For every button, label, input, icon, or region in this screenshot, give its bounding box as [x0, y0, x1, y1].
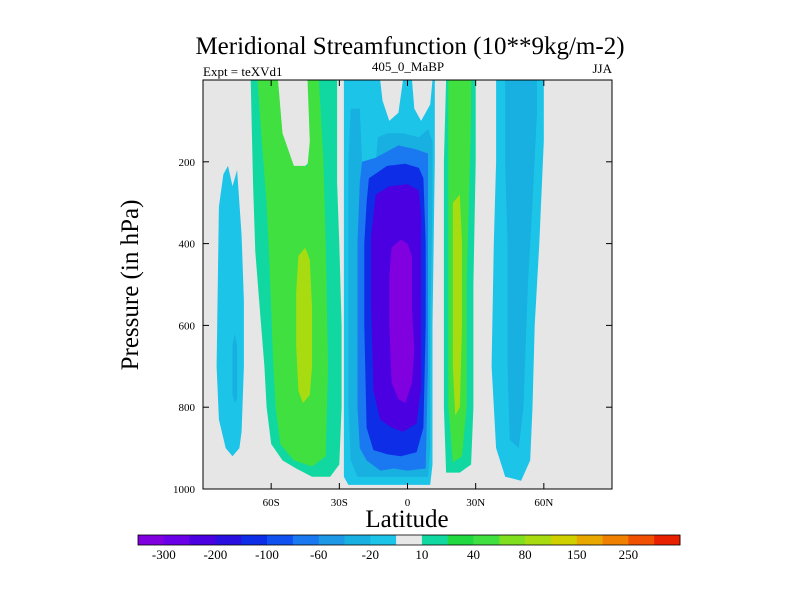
colorbar-label: 80	[519, 547, 532, 562]
period-label: 405_0_MaBP	[372, 59, 444, 74]
colorbar-frame	[137, 534, 681, 546]
colorbar-swatch	[447, 535, 474, 545]
colorbar-swatch	[189, 535, 216, 545]
cell-ferrel-south-core	[296, 247, 313, 404]
colorbar-swatch	[628, 535, 655, 545]
x-tick-label: 60S	[263, 497, 280, 509]
y-axis-label: Pressure (in hPa)	[117, 200, 144, 371]
colorbar-label: -300	[152, 547, 176, 562]
expt-label: Expt = teXVd1	[203, 64, 283, 79]
colorbar-swatch	[138, 535, 165, 545]
chart-title: Meridional Streamfunction (10**9kg/m-2)	[195, 33, 624, 60]
x-tick-label: 30S	[331, 497, 348, 509]
colorbar-label: 250	[619, 547, 639, 562]
x-tick-label: 30N	[466, 497, 485, 509]
y-tick-label: 800	[179, 402, 196, 414]
colorbar-swatch	[525, 535, 552, 545]
y-axis: 200 400 600 800 1000	[173, 157, 612, 496]
colorbar-swatch	[473, 535, 500, 545]
colorbar-swatch	[370, 535, 397, 545]
x-tick-label: 0	[405, 497, 411, 509]
colorbar-swatch	[421, 535, 449, 545]
cell-south-polar-outer	[216, 165, 244, 457]
colorbar-label: 40	[467, 547, 480, 562]
colorbar-swatch	[267, 535, 294, 545]
x-axis-label: Latitude	[365, 506, 448, 533]
y-tick-label: 200	[179, 157, 196, 169]
season-label: JJA	[592, 61, 612, 76]
colorbar-swatch	[550, 535, 578, 545]
y-tick-label: 1000	[173, 484, 196, 496]
colorbar-swatch	[396, 535, 423, 545]
colorbar: -300 -200 -100 -60 -20 10 40 80 150 250	[137, 534, 681, 562]
y-tick-label: 400	[179, 239, 196, 251]
colorbar-swatch	[654, 535, 681, 545]
colorbar-swatch	[215, 535, 242, 545]
y-tick-label: 600	[179, 320, 196, 332]
cell-hadley-winter-core	[389, 239, 415, 404]
colorbar-swatch	[499, 535, 526, 545]
x-axis: 60S 30S 0 30N 60N	[263, 80, 553, 509]
colorbar-swatch	[292, 535, 320, 545]
colorbar-label: -20	[362, 547, 379, 562]
x-tick-label: 60N	[534, 497, 553, 509]
colorbar-swatch	[344, 535, 371, 545]
colorbar-label: 10	[415, 547, 428, 562]
colorbar-label: -60	[310, 547, 327, 562]
colorbar-swatch	[241, 535, 268, 545]
cell-north-mid-20	[505, 80, 537, 449]
colorbar-label: -100	[255, 547, 279, 562]
colorbar-swatch	[576, 535, 603, 545]
colorbar-swatch	[163, 535, 191, 545]
cell-south-polar-core	[232, 333, 238, 404]
cell-summer-hadley-80	[452, 194, 462, 416]
colorbar-label: 150	[567, 547, 587, 562]
contour-regions	[216, 80, 544, 485]
colorbar-swatch	[318, 535, 345, 545]
colorbar-label: -200	[203, 547, 227, 562]
colorbar-swatch	[602, 535, 629, 545]
